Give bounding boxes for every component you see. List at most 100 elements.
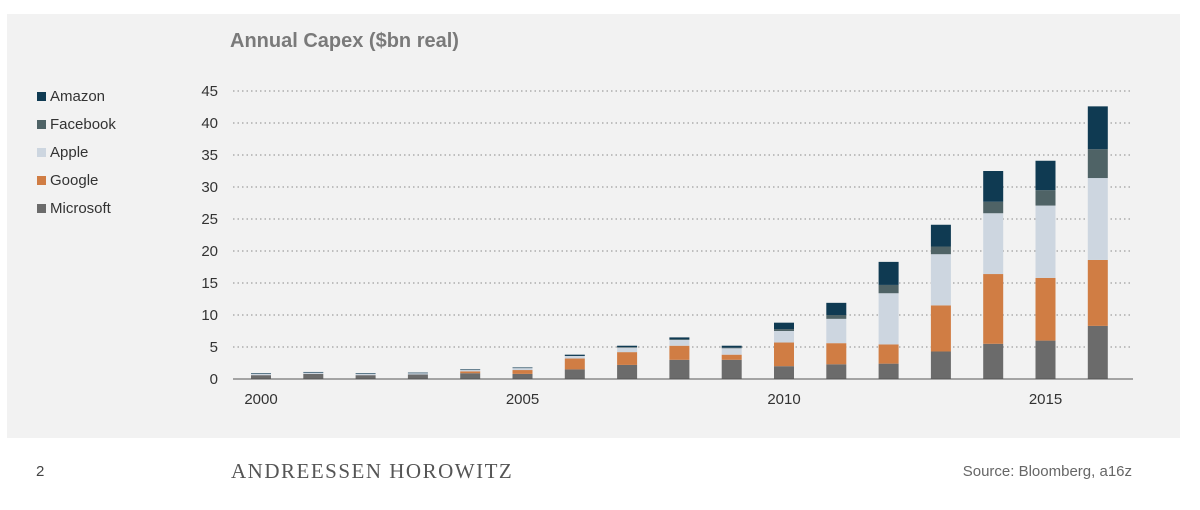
bar-stack-2011 <box>826 302 847 379</box>
bar-segment-apple-2007 <box>617 347 638 353</box>
bar-segment-facebook-2009 <box>721 347 742 349</box>
bar-segment-google-2012 <box>878 344 899 364</box>
bar-segment-google-2009 <box>721 354 742 360</box>
bar-segment-apple-2013 <box>930 254 951 306</box>
legend-swatch-google <box>37 175 46 185</box>
bar-segment-amazon-2013 <box>930 224 951 247</box>
bar-segment-amazon-2015 <box>1035 160 1056 191</box>
bar-segment-amazon-2010 <box>774 322 794 330</box>
bar-segment-microsoft-2001 <box>303 373 324 379</box>
bar-segment-apple-2008 <box>669 339 690 346</box>
chart-title: Annual Capex ($bn real) <box>230 30 459 52</box>
bar-segment-apple-2003 <box>407 373 428 375</box>
bar-segment-google-2004 <box>460 371 481 374</box>
bar-stack-2002 <box>355 373 376 379</box>
bar-stack-2005 <box>512 367 533 379</box>
bar-segment-facebook-2013 <box>930 246 951 255</box>
bar-segment-google-2014 <box>983 274 1004 344</box>
legend-item-microsoft: Microsoft <box>37 194 116 222</box>
bar-segment-amazon-2008 <box>669 337 690 340</box>
bar-segment-microsoft-2009 <box>721 359 742 379</box>
bar-segment-amazon-2005 <box>512 367 533 369</box>
bar-segment-apple-2006 <box>564 355 585 359</box>
bar-stack-2000 <box>251 373 271 379</box>
bar-stack-2009 <box>721 345 742 379</box>
bar-segment-google-2007 <box>617 352 638 365</box>
x-tick-label: 2015 <box>1029 391 1062 408</box>
bar-segment-google-2015 <box>1035 277 1056 341</box>
bar-segment-apple-2010 <box>774 331 794 343</box>
bar-segment-google-2011 <box>826 343 847 365</box>
legend-label-google: Google <box>50 171 99 189</box>
y-tick-label: 0 <box>210 371 218 388</box>
bar-segment-apple-2002 <box>355 373 376 376</box>
x-tick-label: 2000 <box>244 391 277 408</box>
bar-stack-2003 <box>407 372 428 379</box>
bar-segment-amazon-2001 <box>303 371 324 373</box>
y-tick-label: 5 <box>210 339 218 356</box>
legend-item-amazon: Amazon <box>37 82 116 110</box>
y-tick-label: 35 <box>201 147 218 164</box>
bar-segment-microsoft-2004 <box>460 373 481 379</box>
bar-segment-google-2008 <box>669 345 690 360</box>
legend-label-facebook: Facebook <box>50 115 116 133</box>
bar-segment-amazon-2003 <box>407 372 428 374</box>
bar-segment-google-2016 <box>1087 259 1108 326</box>
bar-segment-apple-2005 <box>512 368 533 371</box>
bar-segment-facebook-2008 <box>669 339 690 340</box>
y-tick-label: 30 <box>201 179 218 196</box>
brand-wordmark: ANDREESSEN HOROWITZ <box>231 459 514 483</box>
bar-stack-2013 <box>930 224 951 379</box>
bar-segment-amazon-2011 <box>826 302 847 315</box>
bar-segment-microsoft-2000 <box>251 375 271 379</box>
bar-segment-apple-2016 <box>1087 178 1108 260</box>
bar-segment-microsoft-2015 <box>1035 340 1056 379</box>
bar-segment-amazon-2014 <box>983 171 1004 202</box>
bar-segment-apple-2009 <box>721 348 742 355</box>
bar-segment-apple-2015 <box>1035 205 1056 278</box>
legend-item-apple: Apple <box>37 138 116 166</box>
legend-swatch-microsoft <box>37 203 46 213</box>
bar-segment-microsoft-2012 <box>878 363 899 379</box>
bar-segment-apple-2012 <box>878 293 899 345</box>
y-tick-label: 25 <box>201 211 218 228</box>
grid-lines <box>233 90 1133 348</box>
bar-segment-apple-2000 <box>251 373 271 376</box>
y-tick-label: 20 <box>201 243 218 260</box>
bar-segment-microsoft-2003 <box>407 374 428 379</box>
bar-segment-facebook-2016 <box>1087 149 1108 179</box>
bar-segment-amazon-2002 <box>355 373 376 374</box>
bar-segment-google-2013 <box>930 305 951 352</box>
bar-segment-apple-2014 <box>983 213 1004 275</box>
bar-stack-2008 <box>669 337 690 379</box>
page-number: 2 <box>36 463 45 480</box>
bar-segment-microsoft-2002 <box>355 375 376 379</box>
x-tick-label: 2005 <box>506 391 539 408</box>
bar-stack-2012 <box>878 261 899 379</box>
bar-segment-amazon-2016 <box>1087 106 1108 150</box>
bar-segment-amazon-2000 <box>251 373 271 374</box>
bar-segment-microsoft-2008 <box>669 359 690 379</box>
bar-stacks <box>251 106 1108 379</box>
bar-segment-amazon-2006 <box>564 354 585 356</box>
bar-segment-facebook-2010 <box>774 329 794 331</box>
bar-segment-facebook-2007 <box>617 347 638 348</box>
y-tick-label: 10 <box>201 307 218 324</box>
bar-segment-microsoft-2006 <box>564 369 585 379</box>
x-tick-label: 2010 <box>767 391 800 408</box>
y-tick-label: 45 <box>201 83 218 100</box>
legend-swatch-facebook <box>37 119 46 129</box>
bar-segment-microsoft-2007 <box>617 364 638 379</box>
bar-stack-2004 <box>460 369 481 379</box>
bar-segment-amazon-2009 <box>721 345 742 348</box>
bar-segment-facebook-2011 <box>826 315 847 319</box>
chart-plot-area: 0 5 10 15 20 25 30 35 40 45 2000 2005 2010 2015 <box>201 83 1133 408</box>
legend-swatch-amazon <box>37 91 46 101</box>
source-note: Source: Bloomberg, a16z <box>962 463 1132 480</box>
bar-stack-2014 <box>983 171 1004 379</box>
legend-label-apple: Apple <box>50 143 89 161</box>
bar-segment-amazon-2004 <box>460 369 481 371</box>
bar-segment-microsoft-2013 <box>930 351 951 379</box>
bar-segment-google-2010 <box>774 342 794 367</box>
x-axis-ticks: 2000 2005 2010 2015 <box>244 391 1062 408</box>
